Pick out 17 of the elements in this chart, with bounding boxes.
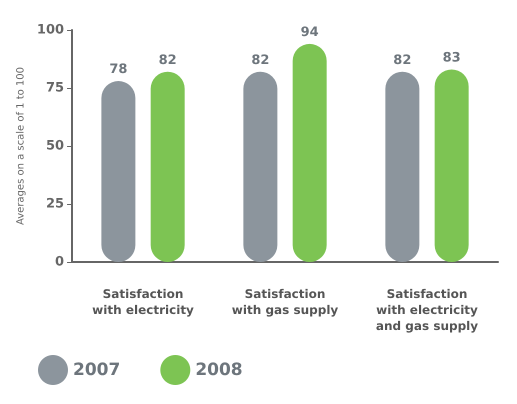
legend-label: 2008 <box>195 360 243 380</box>
x-tick-label: Satisfaction with electricity and gas supply <box>376 287 478 333</box>
y-tick-label: 50 <box>46 138 64 154</box>
y-tick-label: 75 <box>46 80 64 96</box>
data-label: 83 <box>442 50 461 66</box>
data-label: 82 <box>251 52 270 68</box>
data-label: 78 <box>109 62 128 78</box>
y-tick-label: 0 <box>54 254 64 270</box>
x-tick-label: Satisfaction with electricity <box>92 287 194 317</box>
data-label: 94 <box>300 24 319 40</box>
y-tick-label: 25 <box>46 196 64 212</box>
legend-label: 2007 <box>73 360 120 380</box>
data-label: 82 <box>158 52 177 68</box>
y-tick-label: 100 <box>36 22 64 38</box>
data-label: 82 <box>393 52 412 68</box>
x-tick-label: Satisfaction with gas supply <box>232 287 338 317</box>
y-axis-title: Averages on a scale of 1 to 100 <box>16 66 26 226</box>
